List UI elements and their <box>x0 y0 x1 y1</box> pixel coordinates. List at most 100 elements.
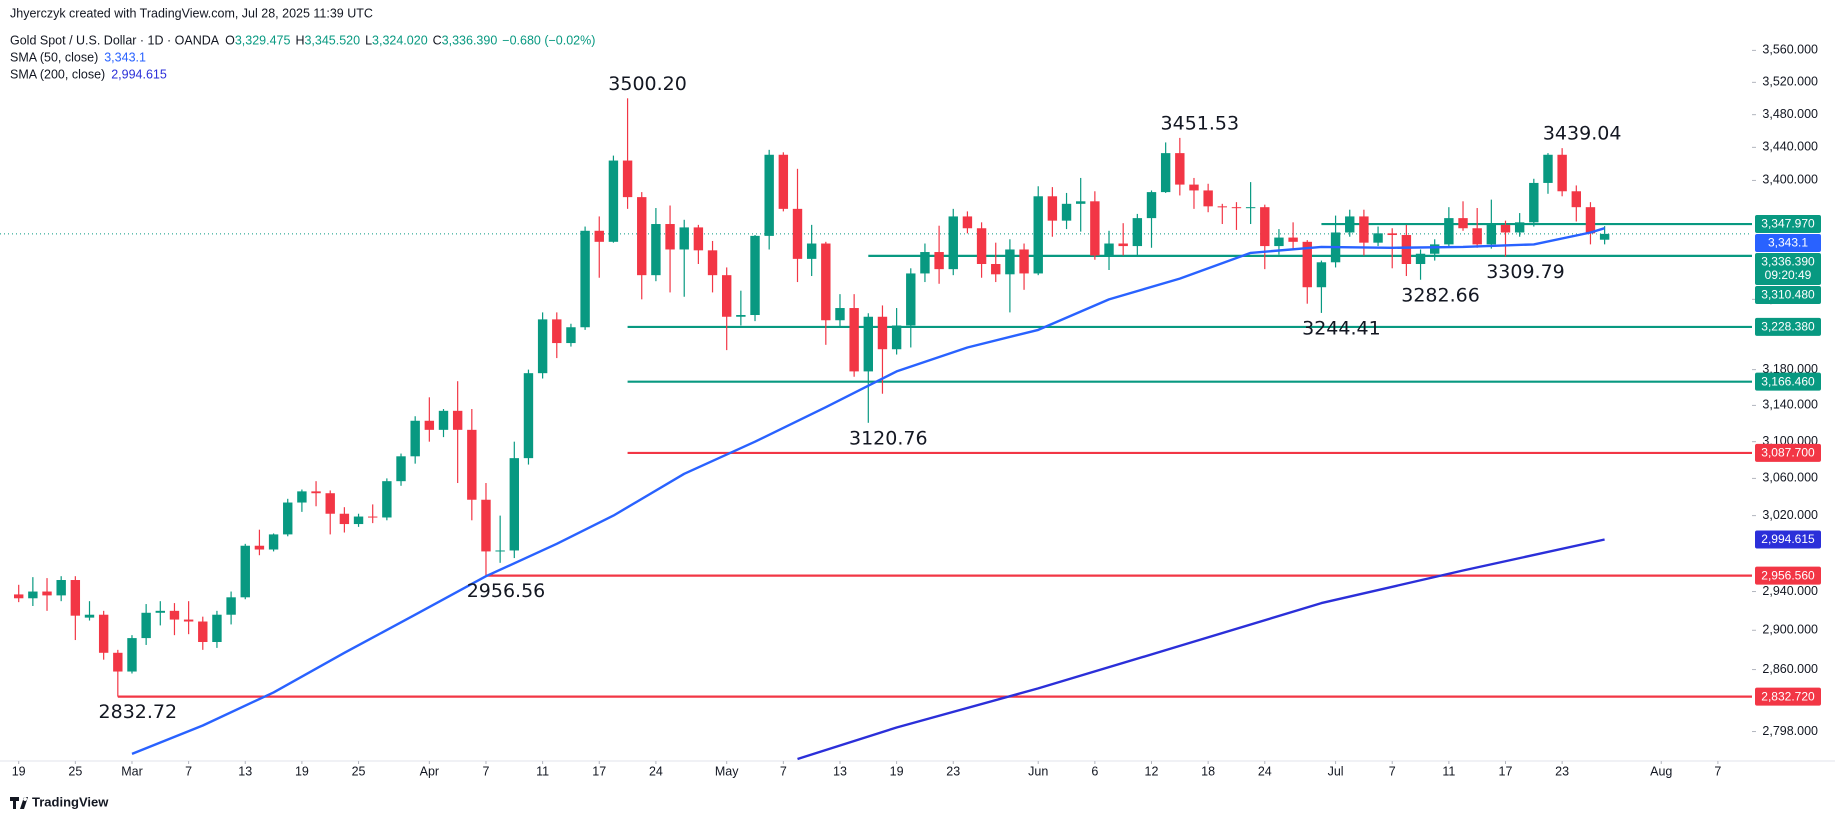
x-tick-label: May <box>715 764 739 778</box>
candle-body <box>594 230 604 242</box>
candle-body <box>637 197 647 276</box>
price-annotation: 3244.41 <box>1302 317 1381 339</box>
ohlc-value: 3,345.520 <box>304 33 360 47</box>
candle-body <box>1118 243 1128 247</box>
logo-text: TradingView <box>32 794 109 809</box>
candle-body <box>1585 207 1596 234</box>
candle-body <box>467 429 477 500</box>
ohlc-key: O <box>225 33 235 47</box>
x-tick-label: 13 <box>238 764 252 778</box>
legend-value: 2,994.615 <box>111 67 167 81</box>
y-tick-label: 3,180.000 <box>1762 362 1818 376</box>
candle-body <box>622 160 633 198</box>
candle-body <box>1189 184 1199 191</box>
candle-body <box>552 319 562 344</box>
candle-body <box>1373 233 1383 243</box>
candle-body <box>1387 233 1397 236</box>
candle-body <box>127 638 137 672</box>
y-tick-label: 2,860.000 <box>1762 662 1818 676</box>
candle-body <box>183 619 194 622</box>
legend-label: SMA (200, close) <box>10 67 105 81</box>
y-tick-label: 3,520.000 <box>1762 75 1818 89</box>
candle-body <box>792 208 803 259</box>
candle-body <box>1033 196 1043 274</box>
candle-body <box>28 591 38 599</box>
x-tick-label: 23 <box>946 764 960 778</box>
y-tick-label: 3,440.000 <box>1762 140 1818 154</box>
x-tick-label: 6 <box>1091 764 1098 778</box>
candle-body <box>325 493 335 514</box>
candle-body <box>580 230 590 328</box>
price-annotation: 3439.04 <box>1543 123 1622 145</box>
candle-body <box>679 227 689 250</box>
x-tick-label: 23 <box>1555 764 1569 778</box>
ohlc-value: 3,324.020 <box>372 33 428 47</box>
candle-body <box>240 545 250 598</box>
price-tag-label: 3,347.970 <box>1761 217 1815 231</box>
y-tick-label: 3,400.000 <box>1762 173 1818 187</box>
ohlc-value: 3,329.475 <box>235 33 291 47</box>
candle-body <box>1486 224 1497 245</box>
price-tag <box>1755 317 1821 336</box>
candle-body <box>1444 218 1454 245</box>
candle-body <box>1104 243 1114 256</box>
candle-body <box>56 580 66 596</box>
change: −0.680 (−0.02%) <box>502 33 595 47</box>
x-tick-label: 19 <box>890 764 904 778</box>
y-tick-label: 3,560.000 <box>1762 43 1818 57</box>
candle-body <box>948 216 958 270</box>
candle-body <box>1302 241 1312 288</box>
price-annotation: 2956.56 <box>467 580 546 602</box>
candle-body <box>778 154 789 209</box>
y-tick-label: 3,140.000 <box>1762 398 1818 412</box>
candle-body <box>934 252 944 270</box>
candle-body <box>707 250 718 276</box>
price-tag <box>1755 215 1821 234</box>
x-tick-label: Jun <box>1028 764 1048 778</box>
price-annotation: 3120.76 <box>849 427 928 449</box>
candle-body <box>849 308 859 372</box>
candle-body <box>1005 249 1015 275</box>
x-tick-label: 17 <box>592 764 606 778</box>
candle-body <box>1061 203 1072 221</box>
candle-body <box>169 610 180 620</box>
candle-body <box>891 325 902 350</box>
x-tick-label: 7 <box>780 764 787 778</box>
header: Jhyerczyk created with TradingView.com, … <box>10 6 595 81</box>
candle-body <box>1274 237 1284 247</box>
candle-body <box>566 327 576 344</box>
candle-body <box>750 235 760 316</box>
candle-body <box>1472 228 1482 245</box>
sma-line <box>131 227 1605 756</box>
candle-body <box>141 612 151 639</box>
candle-body <box>509 458 519 551</box>
y-tick-label: 2,940.000 <box>1762 584 1818 598</box>
candle-body <box>1160 153 1171 193</box>
price-tag-label: 2,832.720 <box>1761 689 1815 703</box>
candle-body <box>226 597 236 615</box>
candle-body <box>976 228 987 265</box>
candle-body <box>1359 216 1369 243</box>
candle-body <box>991 264 1001 275</box>
price-annotation: 3309.79 <box>1486 261 1565 283</box>
ohlc-key: H <box>295 33 304 47</box>
price-tag <box>1755 234 1821 253</box>
x-tick-label: 7 <box>1389 764 1396 778</box>
candle-body <box>1217 206 1227 208</box>
y-tick-label: 3,480.000 <box>1762 107 1818 121</box>
candle-body <box>339 513 350 525</box>
candle-body <box>920 252 930 274</box>
price-annotation: 3451.53 <box>1161 112 1240 134</box>
candle-body <box>452 410 463 430</box>
candle-body <box>438 410 449 430</box>
candle-body <box>1076 201 1086 204</box>
ohlc-key: C <box>433 33 442 47</box>
candle-body <box>1430 244 1440 254</box>
candle-body <box>821 243 831 321</box>
candle-body <box>155 610 165 613</box>
price-tag-label: 3,310.480 <box>1761 288 1815 302</box>
countdown: 09:20:49 <box>1765 268 1812 282</box>
candle-body <box>283 502 293 535</box>
